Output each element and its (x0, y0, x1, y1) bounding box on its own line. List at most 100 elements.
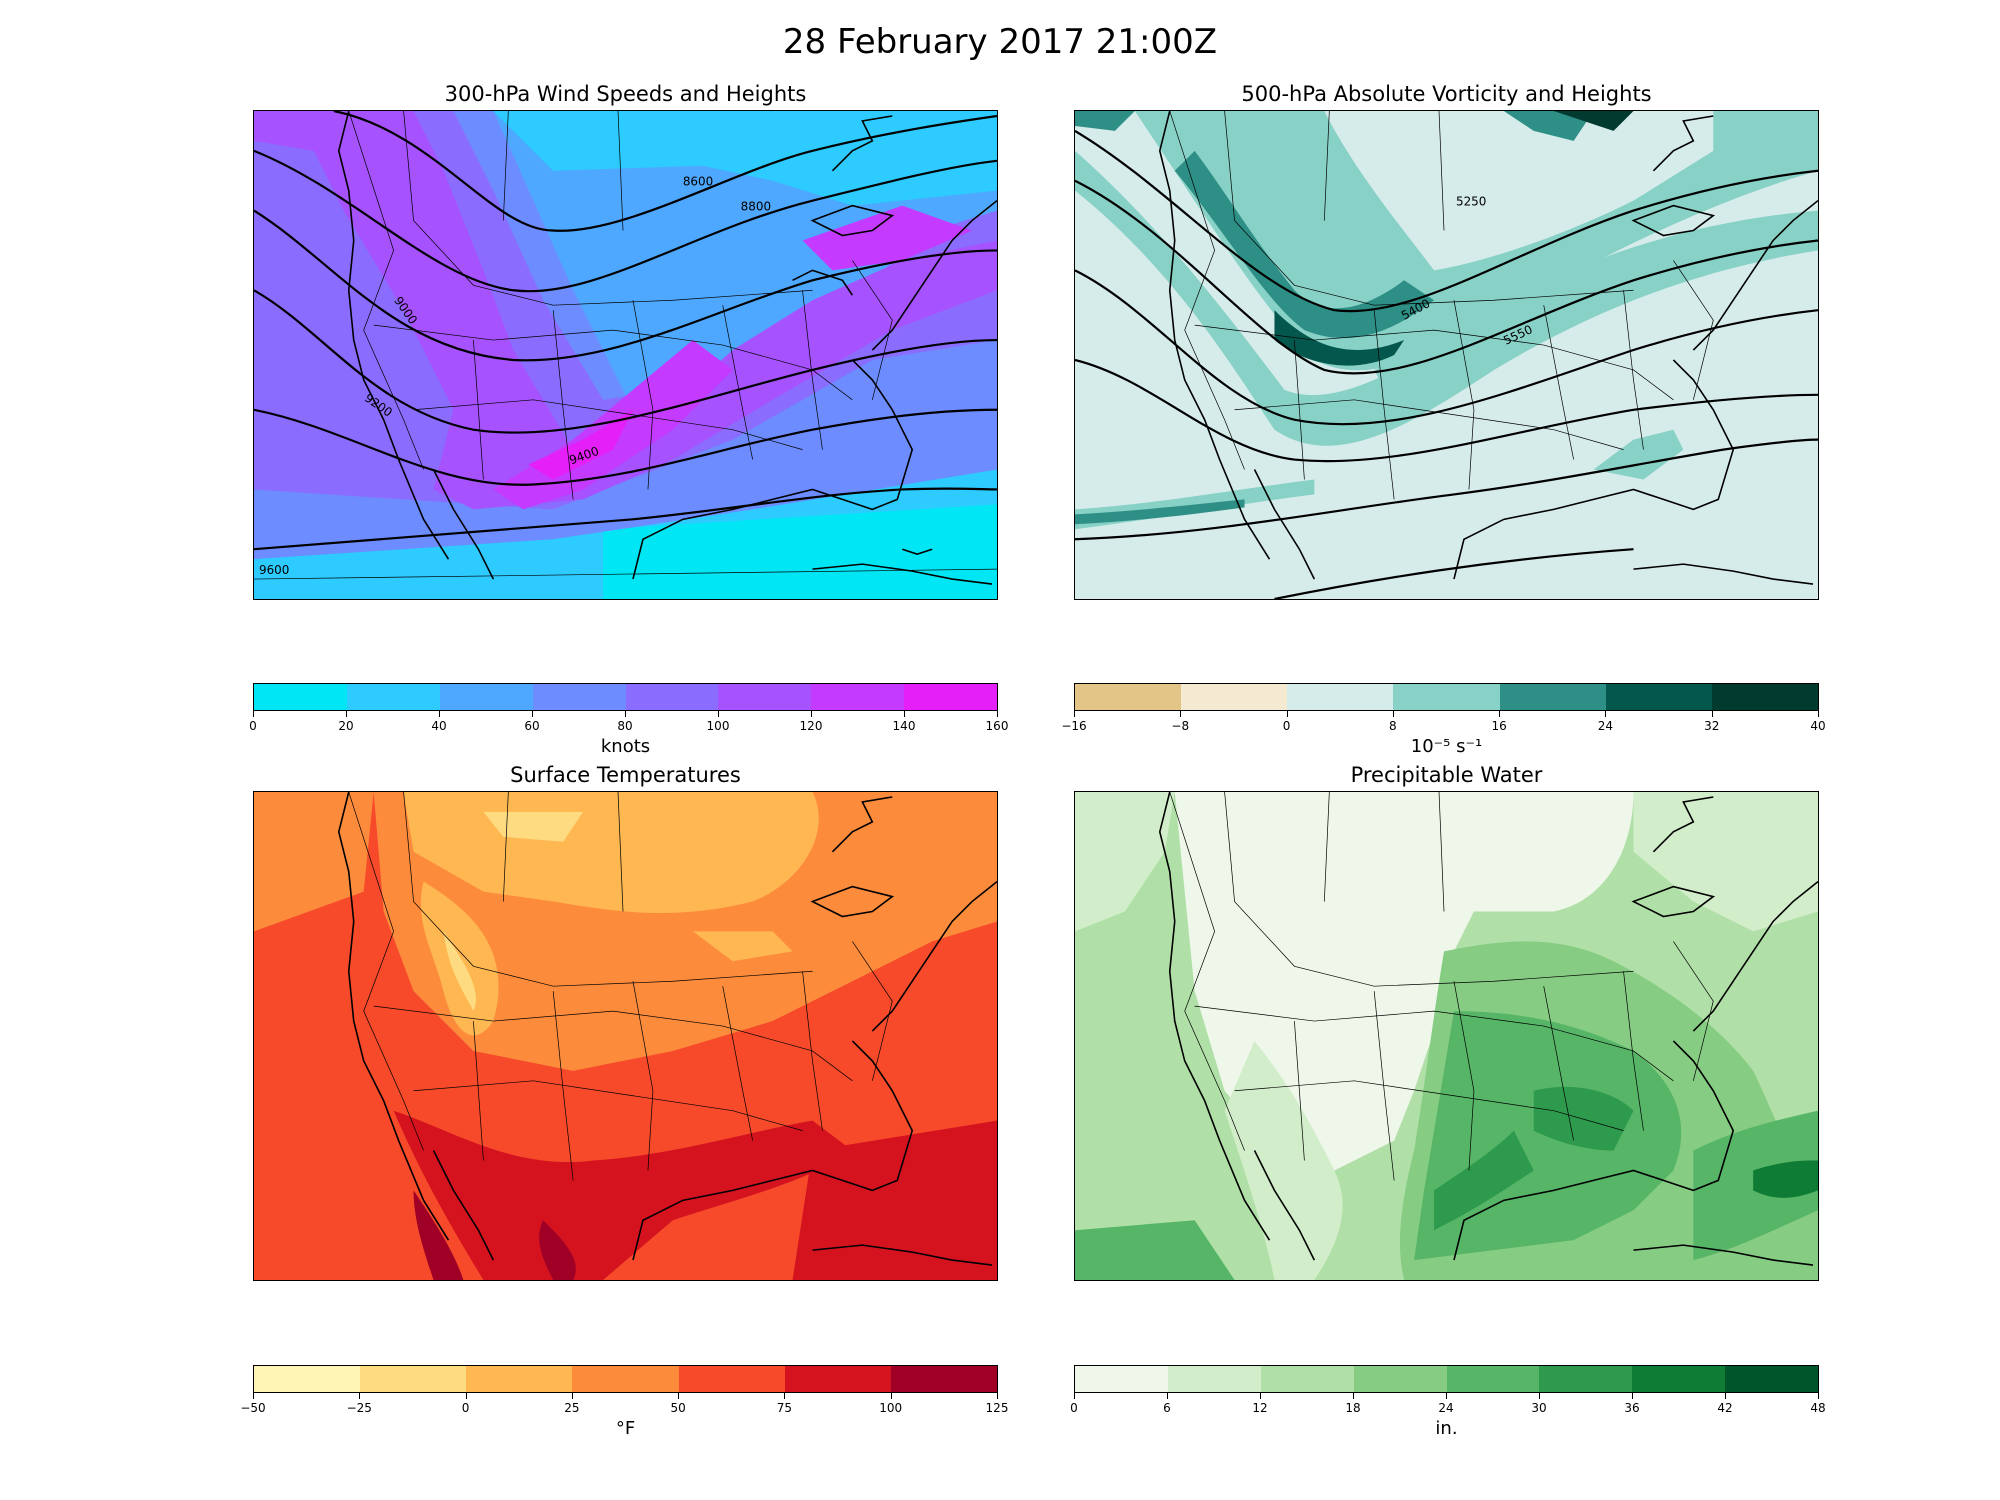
colorbar-tick (1074, 711, 1075, 717)
colorbar-tick (1711, 711, 1713, 717)
colorbar-swatch (1260, 1366, 1354, 1392)
colorbar-tick-label: 50 (670, 1401, 686, 1415)
colorbar-tick-label: 160 (985, 719, 1009, 733)
colorbar-tick-label: 16 (1491, 719, 1507, 733)
colorbar-tick-label: 40 (431, 719, 447, 733)
colorbar-tick-label: 24 (1438, 1401, 1454, 1415)
colorbar-swatch (572, 1366, 679, 1392)
colorbar-tick-label: 120 (799, 719, 823, 733)
colorbar-swatch (1181, 684, 1288, 710)
colorbar-tick (678, 1393, 680, 1399)
contour-label: 8600 (683, 175, 713, 189)
colorbar-tick (1392, 711, 1394, 717)
colorbar-ticks-temperature: −50 −25 0 25 50 75 100 125 (240, 1393, 1008, 1415)
colorbar-tick-label: 18 (1345, 1401, 1361, 1415)
map-vorticity: 5250 5400 5550 (1074, 110, 1819, 600)
colorbar-swatch (346, 684, 440, 710)
colorbar-tick (1074, 1393, 1075, 1399)
colorbar-precipitable-water (1074, 1365, 1819, 1393)
colorbar-swatch (254, 1366, 361, 1392)
colorbar-tick-label: 32 (1704, 719, 1720, 733)
colorbar-swatch (1632, 1366, 1726, 1392)
colorbar-tick-label: 100 (706, 719, 730, 733)
colorbar-swatch (1287, 684, 1394, 710)
colorbar-swatch (1711, 684, 1818, 710)
colorbar-tick-label: 36 (1624, 1401, 1640, 1415)
colorbar-tick-label: −16 (1061, 719, 1087, 733)
colorbar-units-precipitable-water: in. (1435, 1418, 1458, 1439)
contour-label: 5250 (1456, 195, 1486, 209)
colorbar-tick (1632, 1393, 1633, 1399)
colorbar-swatch (678, 1366, 785, 1392)
panel-title-precipitable-water: Precipitable Water (1350, 763, 1543, 787)
colorbar-swatch (1725, 1366, 1818, 1392)
colorbar-tick (1167, 1393, 1168, 1399)
colorbar-tick (997, 1393, 998, 1399)
map-wind-speeds: 8600 8800 9000 9200 9400 9600 (253, 110, 998, 600)
colorbar-tick (1286, 711, 1288, 717)
panel-title-vorticity: 500-hPa Absolute Vorticity and Heights (1241, 82, 1652, 106)
colorbar-swatch (360, 1366, 467, 1392)
colorbar-swatch (1539, 1366, 1633, 1392)
colorbar-tick-label: 0 (1282, 719, 1291, 733)
contour-label: 8800 (741, 200, 771, 214)
colorbar-tick (1260, 1393, 1261, 1399)
colorbar-swatch (1075, 684, 1182, 710)
colorbar-tick (1818, 711, 1819, 717)
panel-title-temperature: Surface Temperatures (510, 763, 741, 787)
colorbar-tick-label: −50 (240, 1401, 266, 1415)
colorbar-swatch (1353, 1366, 1447, 1392)
colorbar-tick (1818, 1393, 1819, 1399)
colorbar-swatch (439, 684, 533, 710)
colorbar-tick (346, 711, 347, 717)
colorbar-tick-label: 80 (617, 719, 633, 733)
colorbar-ticks-wind-speed: 0 20 40 60 80 100 120 140 160 (249, 711, 1008, 733)
colorbar-units-temperature: °F (615, 1418, 636, 1439)
colorbar-tick (571, 1393, 573, 1399)
colorbar-units-vorticity: 10⁻⁵ s⁻¹ (1410, 736, 1483, 757)
colorbar-temperature (253, 1365, 998, 1393)
colorbar-tick-label: 12 (1252, 1401, 1268, 1415)
colorbar-tick-label: 6 (1163, 1401, 1171, 1415)
colorbar-tick (904, 711, 905, 717)
colorbar-tick (1725, 1393, 1726, 1399)
colorbar-wind-speed (253, 683, 998, 711)
colorbar-tick (1353, 1393, 1354, 1399)
colorbar-swatch (784, 1366, 891, 1392)
colorbar-tick-label: 40 (1810, 719, 1826, 733)
panel-title-wind: 300-hPa Wind Speeds and Heights (444, 82, 807, 106)
colorbar-swatch (1075, 1366, 1168, 1392)
colorbar-swatch (1446, 1366, 1540, 1392)
colorbar-tick (811, 711, 812, 717)
map-precipitable-water (1074, 791, 1819, 1281)
colorbar-tick (465, 1393, 467, 1399)
colorbar-tick-label: 30 (1531, 1401, 1547, 1415)
contour-label: 9600 (259, 563, 289, 577)
colorbar-tick (997, 711, 998, 717)
colorbar-tick (718, 711, 719, 717)
colorbar-swatch (718, 684, 812, 710)
colorbar-tick-label: 20 (338, 719, 354, 733)
colorbar-tick (359, 1393, 361, 1399)
colorbar-tick-label: 60 (524, 719, 540, 733)
colorbar-tick-label: 48 (1810, 1401, 1826, 1415)
colorbar-tick-label: 0 (461, 1401, 470, 1415)
colorbar-tick-label: 8 (1389, 719, 1397, 733)
colorbar-tick (625, 711, 626, 717)
colorbar-tick-label: −25 (346, 1401, 372, 1415)
colorbar-tick-label: 25 (564, 1401, 580, 1415)
colorbar-ticks-precipitable-water: 0 6 12 18 24 30 36 42 48 (1070, 1393, 1826, 1415)
colorbar-tick (1539, 1393, 1540, 1399)
colorbar-tick (1605, 711, 1607, 717)
colorbar-swatch (532, 684, 626, 710)
colorbar-swatch (890, 1366, 997, 1392)
colorbar-swatch (1167, 1366, 1261, 1392)
colorbar-ticks-vorticity: −16 −8 0 8 16 24 32 40 (1061, 711, 1826, 733)
figure-title: 28 February 2017 21:00Z (782, 22, 1218, 62)
colorbar-swatch (625, 684, 719, 710)
colorbar-swatch (904, 684, 997, 710)
colorbar-swatch (1393, 684, 1500, 710)
colorbar-tick-label: 42 (1717, 1401, 1733, 1415)
colorbar-tick (253, 711, 254, 717)
colorbar-tick (439, 711, 440, 717)
